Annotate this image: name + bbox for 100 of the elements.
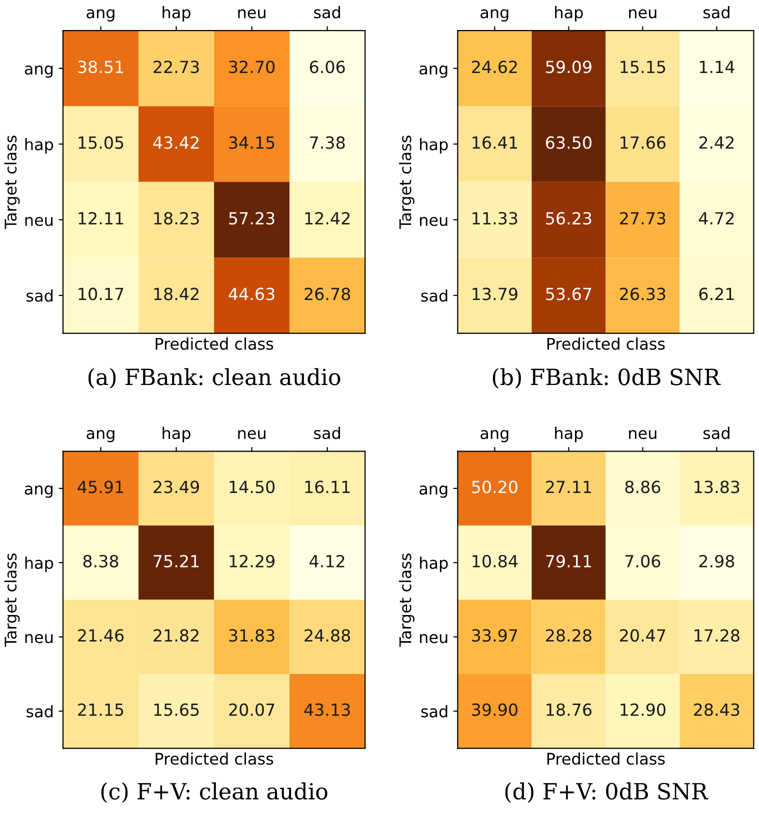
data-label: 26.33 <box>620 288 666 300</box>
data-label: 53.67 <box>546 288 592 300</box>
x-tick-label: hap <box>162 6 190 22</box>
data-label: 12.11 <box>78 212 124 224</box>
data-label: 10.84 <box>472 554 518 568</box>
x-tick-label: neu <box>238 430 266 440</box>
data-label: 13.83 <box>694 480 740 494</box>
y-tick-label: hap <box>25 556 54 572</box>
data-label: 17.28 <box>694 629 740 642</box>
data-label: 31.83 <box>229 629 274 642</box>
data-label: 12.42 <box>305 212 350 224</box>
data-label: 8.86 <box>625 480 660 494</box>
data-label: 50.20 <box>472 480 518 494</box>
y-axis-title: Target class <box>4 136 20 230</box>
y-tick-label: hap <box>420 556 448 572</box>
text: (a) FBank: clean audio <box>88 368 340 388</box>
data-label: 15.65 <box>154 703 199 716</box>
data-label: 23.49 <box>154 480 199 494</box>
y-axis-title: Target class <box>4 553 20 647</box>
data-label: 1.14 <box>700 60 734 73</box>
data-label: 63.50 <box>546 136 592 149</box>
data-label: 7.38 <box>310 136 345 149</box>
data-label: 38.51 <box>78 60 124 74</box>
data-label: 33.97 <box>472 629 518 642</box>
y-tick-label: sad <box>26 289 53 302</box>
data-label: 28.28 <box>546 629 592 642</box>
data-label: 2.98 <box>699 554 734 568</box>
data-label: 15.05 <box>78 136 124 149</box>
data-label: 7.06 <box>625 554 660 568</box>
y-tick-label: neu <box>25 216 53 226</box>
data-label: 79.11 <box>546 554 591 568</box>
data-label: 43.42 <box>153 136 198 149</box>
data-label: 11.33 <box>472 212 518 225</box>
data-label: 21.82 <box>154 629 198 642</box>
y-tick-label: ang <box>420 486 448 498</box>
data-label: 56.23 <box>546 212 592 225</box>
data-label: 18.23 <box>154 212 199 225</box>
y-axis-title: Target class <box>398 136 414 230</box>
y-tick-label: ang <box>24 486 53 498</box>
data-label: 13.79 <box>472 288 518 300</box>
data-label: 14.50 <box>230 480 275 494</box>
text: (b) FBank: 0dB SNR <box>492 368 721 388</box>
y-tick-label: neu <box>420 216 448 226</box>
data-label: 21.46 <box>78 629 124 642</box>
data-label: 45.91 <box>78 480 124 494</box>
y-tick-label: neu <box>25 634 53 644</box>
x-axis-title: Predicted class <box>547 337 665 350</box>
y-tick-label: neu <box>420 634 448 644</box>
y-tick-label: sad <box>421 289 448 302</box>
x-tick-label: hap <box>555 426 583 442</box>
x-tick-label: neu <box>629 9 656 18</box>
data-label: 8.38 <box>83 554 118 568</box>
x-tick-label: hap <box>555 6 583 22</box>
data-label: 26.78 <box>304 288 350 300</box>
data-label: 17.66 <box>620 136 666 149</box>
y-tick-label: ang <box>24 65 53 78</box>
x-tick-label: ang <box>86 9 114 22</box>
y-tick-label: hap <box>420 138 448 154</box>
data-label: 24.88 <box>304 629 350 642</box>
data-label: 20.07 <box>229 703 274 716</box>
y-tick-label: sad <box>26 705 53 718</box>
data-label: 28.43 <box>694 703 740 716</box>
y-tick-label: ang <box>420 65 448 78</box>
data-label: 27.11 <box>546 480 591 493</box>
data-label: 43.13 <box>304 703 350 716</box>
x-tick-label: neu <box>629 430 656 440</box>
data-label: 16.41 <box>472 136 517 149</box>
x-axis-title: Predicted class <box>547 752 665 765</box>
x-tick-label: ang <box>480 9 508 22</box>
data-label: 22.73 <box>154 60 199 74</box>
data-label: 18.76 <box>546 703 592 716</box>
data-label: 24.62 <box>472 60 517 74</box>
x-tick-label: hap <box>162 426 190 442</box>
x-axis-title: Predicted class <box>156 752 274 765</box>
data-label: 18.42 <box>154 288 198 300</box>
data-label: 6.06 <box>310 60 345 74</box>
y-tick-label: sad <box>421 705 448 718</box>
data-label: 39.90 <box>472 703 518 716</box>
data-label: 32.70 <box>229 60 275 74</box>
text: (c) F+V: clean audio <box>101 782 328 803</box>
data-label: 75.21 <box>154 554 199 568</box>
data-label: 15.15 <box>620 60 666 74</box>
data-label: 27.73 <box>620 212 666 225</box>
text: (d) F+V: 0dB SNR <box>505 782 708 803</box>
x-tick-label: sad <box>314 6 340 18</box>
x-tick-label: sad <box>314 426 340 440</box>
data-label: 4.12 <box>310 554 344 568</box>
y-axis-title: Target class <box>398 553 414 647</box>
data-label: 34.15 <box>229 136 274 149</box>
data-label: 4.72 <box>698 212 734 224</box>
data-label: 2.42 <box>699 136 734 149</box>
data-label: 57.23 <box>229 212 274 225</box>
x-tick-label: sad <box>703 6 730 18</box>
data-label: 16.11 <box>305 480 350 494</box>
x-axis-title: Predicted class <box>156 337 274 350</box>
x-tick-label: neu <box>238 9 266 18</box>
data-label: 6.21 <box>699 288 734 300</box>
x-tick-label: sad <box>703 426 730 440</box>
data-label: 12.29 <box>230 554 274 568</box>
y-tick-label: hap <box>25 138 54 154</box>
